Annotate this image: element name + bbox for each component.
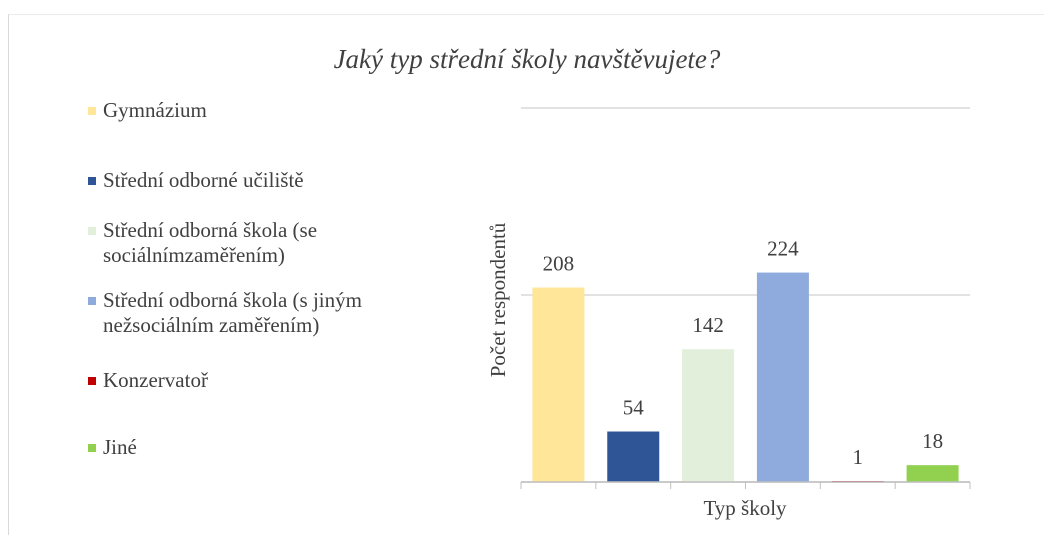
legend-swatch	[88, 444, 96, 452]
data-label: 224	[767, 236, 799, 260]
legend-label: Konzervatoř	[103, 368, 208, 392]
legend-item: Střední odborná škola (s jiným nežsociál…	[88, 288, 463, 338]
legend-item: Konzervatoř	[88, 368, 463, 393]
data-label: 208	[543, 251, 575, 275]
legend-label: Střední odborná škola (se sociálnímzaměř…	[103, 218, 318, 267]
legend-label: Jiné	[103, 435, 137, 459]
chart-title: Jaký typ střední školy navštěvujete?	[334, 44, 721, 74]
bar	[532, 287, 585, 482]
legend-item: Gymnázium	[88, 98, 463, 123]
data-label: 54	[623, 395, 645, 419]
bar	[607, 431, 660, 482]
legend-label: Střední odborné učiliště	[103, 168, 304, 192]
data-label: 18	[922, 429, 943, 453]
legend-item: Střední odborná škola (se sociálnímzaměř…	[88, 218, 463, 268]
legend-label: Střední odborná škola (s jiným nežsociál…	[103, 288, 362, 337]
chart-frame	[8, 14, 1044, 535]
legend-swatch	[88, 177, 96, 185]
legend-item: Jiné	[88, 435, 463, 460]
data-label: 1	[853, 445, 864, 469]
bar	[756, 272, 809, 482]
bar	[682, 349, 735, 482]
legend-item: Střední odborné učiliště	[88, 168, 463, 193]
legend-swatch	[88, 297, 96, 305]
x-axis-label: Typ školy	[703, 496, 787, 520]
legend-swatch	[88, 227, 96, 235]
legend-swatch	[88, 107, 96, 115]
bar	[906, 465, 959, 482]
data-label: 142	[692, 313, 724, 337]
legend-swatch	[88, 377, 96, 385]
legend-label: Gymnázium	[103, 98, 207, 122]
y-axis-label: Počet respondentů	[486, 222, 510, 377]
